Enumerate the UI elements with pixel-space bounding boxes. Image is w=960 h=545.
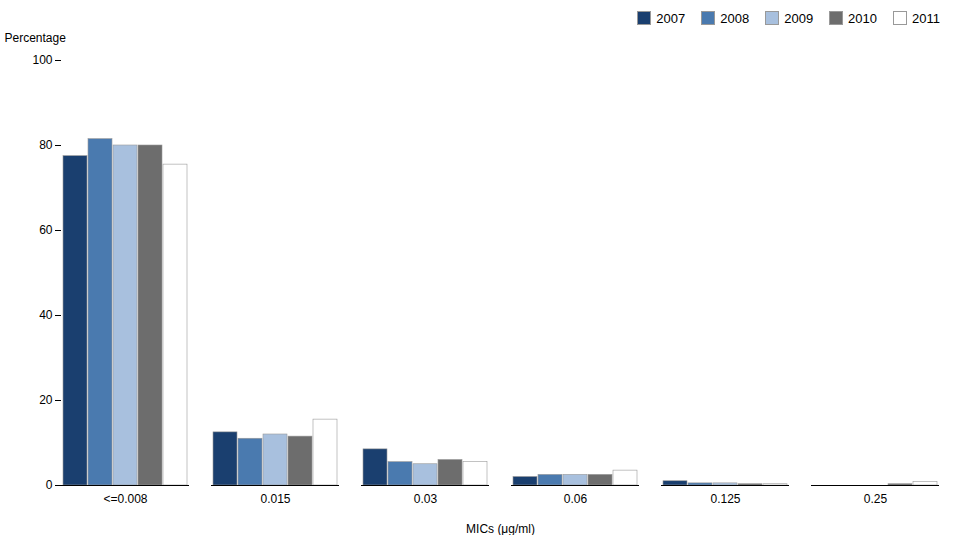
html-text:2011: 2011 [912, 10, 940, 26]
svg-text:0.06: 0.06 [564, 492, 588, 506]
svg-text:MICs (μg/ml): MICs (μg/ml) [466, 522, 535, 536]
svg-text:0.03: 0.03 [414, 492, 438, 506]
svg-text:<=0.008: <=0.008 [103, 492, 147, 506]
html-text:2010: 2010 [848, 10, 877, 26]
svg-text:40: 40 [39, 308, 53, 322]
svg-text:20: 20 [39, 393, 53, 407]
svg-text:0.25: 0.25 [864, 492, 888, 506]
svg-text:0.125: 0.125 [710, 492, 740, 506]
svg-text:0: 0 [46, 478, 53, 492]
html-text:2007: 2007 [656, 10, 686, 26]
svg-text:80: 80 [39, 138, 53, 152]
html-text:2009: 2009 [784, 10, 814, 26]
svg-text:60: 60 [39, 223, 53, 237]
html-text:2008: 2008 [720, 10, 750, 26]
svg-text:100: 100 [32, 53, 52, 67]
svg-text:0.015: 0.015 [260, 492, 290, 506]
svg-text:Percentage: Percentage [5, 31, 67, 45]
